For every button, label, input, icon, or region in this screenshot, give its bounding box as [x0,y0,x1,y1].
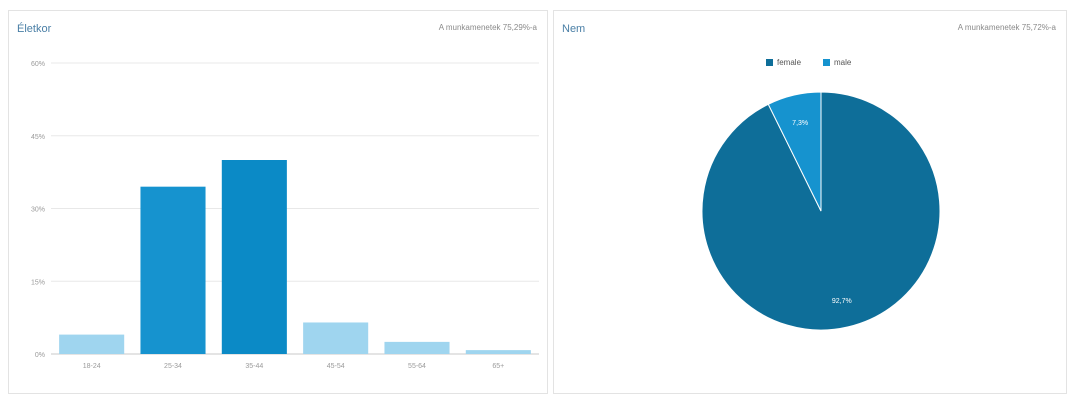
y-tick-label: 15% [31,279,45,286]
x-tick-label: 55-64 [408,363,426,370]
pie-slice-value-label: 92,7% [832,298,852,305]
x-tick-label: 18-24 [83,363,101,370]
bar-55-64[interactable] [384,341,450,354]
gender-chart-panel: Nem A munkamenetek 75,72%-a female male 92… [553,10,1067,394]
gender-pie-chart: female male 92,7% 7,3% [701,58,941,331]
y-tick-label: 0% [35,352,45,359]
bar-45-54[interactable] [303,322,369,354]
x-tick-label: 35-44 [245,363,263,370]
age-bar-chart: 0% 15% 30% 45% 60% 18-24 25-34 35-44 45-54 55-64 6… [31,61,539,370]
legend-label-male[interactable]: male [834,58,852,67]
pie-slice-male[interactable] [767,91,822,212]
age-chart-title[interactable]: Életkor [17,23,52,35]
gender-chart-session-note: A munkamenetek 75,72%-a [957,23,1056,32]
y-tick-label: 45% [31,134,45,141]
age-chart-session-note: A munkamenetek 75,29%-a [438,23,537,32]
bar-35-44[interactable] [221,160,287,354]
bar-25-34[interactable] [140,186,206,354]
bar-65+[interactable] [465,350,531,354]
x-tick-label: 65+ [492,363,504,370]
pie-slice-value-label: 7,3% [792,120,808,127]
y-tick-label: 30% [31,207,45,214]
age-chart-panel: Életkor A munkamenetek 75,29%-a 0% 15% 30%… [8,10,548,394]
legend-swatch-male [823,59,830,66]
gender-chart-title[interactable]: Nem [562,23,586,35]
x-tick-label: 45-54 [327,363,345,370]
legend-label-female[interactable]: female [777,58,802,67]
x-tick-label: 25-34 [164,363,182,370]
legend-swatch-female [766,59,773,66]
y-tick-label: 60% [31,61,45,68]
bar-18-24[interactable] [59,334,125,354]
